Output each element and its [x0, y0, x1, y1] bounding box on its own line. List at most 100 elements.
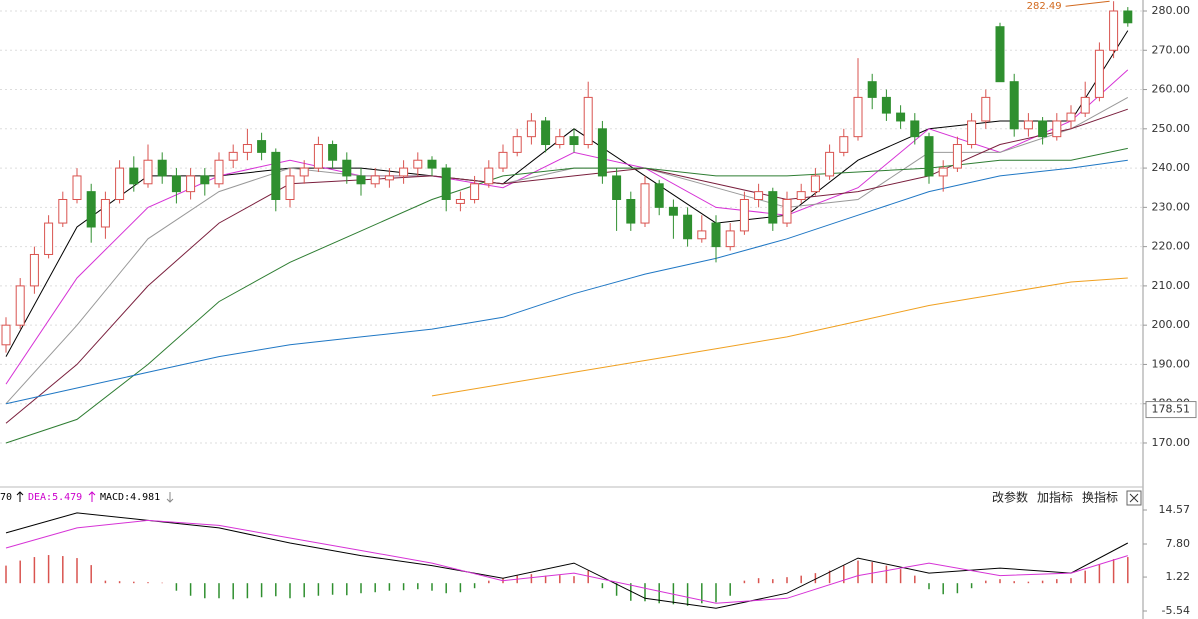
candle-body	[881, 96, 891, 114]
y-tick-label: 280.00	[1152, 4, 1191, 17]
y-tick-label: 210.00	[1152, 279, 1191, 292]
candle-body	[668, 206, 678, 216]
y-tick-label: 14.57	[1159, 503, 1191, 516]
y-tick-label: 170.00	[1152, 436, 1191, 449]
candle-body	[200, 175, 210, 185]
candle-body	[1009, 81, 1019, 130]
indicator-line	[5, 159, 1128, 405]
candle-body	[1109, 10, 1119, 51]
indicator-line	[5, 69, 1129, 385]
candle-body	[938, 167, 948, 177]
candle-body	[825, 151, 835, 177]
candle-body	[739, 198, 749, 232]
candle-body	[100, 198, 110, 228]
toolbar-button[interactable]: 加指标	[1037, 490, 1073, 505]
candle-body	[228, 151, 238, 161]
candle-body	[910, 120, 920, 138]
toolbar-button[interactable]: 换指标	[1082, 490, 1118, 505]
candle-body	[526, 120, 536, 138]
candle-body	[555, 136, 565, 146]
candle-body	[86, 191, 96, 228]
indicator-label: MACD:4.981	[100, 492, 160, 503]
trend-arrow	[166, 492, 174, 503]
candle-body	[967, 120, 977, 146]
candle-body	[157, 159, 167, 177]
toolbar-button[interactable]: 改参数	[992, 490, 1028, 505]
candle-body	[1080, 96, 1090, 114]
indicator-line	[5, 30, 1129, 357]
crosshair-price: 178.51	[1152, 403, 1191, 416]
candle-body	[470, 183, 480, 200]
y-tick-label: 190.00	[1152, 357, 1191, 370]
candle-body	[1023, 120, 1033, 130]
candle-body	[541, 120, 551, 146]
candle-body	[1052, 120, 1062, 138]
candle-body	[242, 144, 252, 153]
indicator-line	[5, 96, 1129, 405]
crosshair-box	[1145, 401, 1197, 419]
candle-body	[654, 183, 664, 208]
candle-body	[1123, 10, 1133, 24]
candle-body	[186, 175, 196, 193]
y-tick-label: 7.80	[1166, 537, 1191, 550]
candle-body	[441, 167, 451, 200]
candle-body	[58, 198, 68, 224]
candle-body	[640, 183, 650, 224]
candle-body	[896, 112, 906, 122]
candle-body	[484, 167, 494, 185]
y-tick-label: 260.00	[1152, 83, 1191, 96]
candle-body	[328, 144, 338, 161]
candle-body	[853, 96, 863, 138]
candle-body	[413, 159, 423, 169]
indicator-line	[5, 147, 1128, 444]
candle-body	[711, 222, 721, 248]
candle-body	[399, 167, 409, 177]
candle-body	[725, 230, 735, 248]
high-arrow	[1065, 0, 1110, 7]
candle-body	[697, 230, 707, 240]
candle-body	[171, 175, 181, 193]
y-tick-label: -5.54	[1162, 604, 1190, 617]
candle-body	[370, 175, 380, 185]
trend-arrow	[16, 491, 24, 502]
candle-body	[214, 159, 224, 185]
candle-body	[1038, 120, 1048, 138]
candle-body	[72, 175, 82, 200]
candle-body	[924, 136, 934, 177]
candle-body	[796, 191, 806, 200]
candle-body	[1094, 49, 1104, 98]
candle-body	[15, 285, 25, 326]
candle-body	[285, 175, 295, 200]
indicator-label: DEA:5.479	[28, 492, 82, 503]
candle-body	[569, 136, 579, 146]
trend-arrow	[88, 491, 96, 502]
indicator-line	[5, 519, 1128, 604]
candle-body	[597, 128, 607, 177]
indicator-label: 70	[0, 492, 12, 503]
candle-body	[995, 26, 1005, 83]
candle-body	[313, 144, 323, 169]
candle-body	[626, 198, 636, 224]
candle-body	[612, 175, 622, 200]
candle-body	[143, 159, 153, 185]
y-tick-label: 240.00	[1152, 161, 1191, 174]
y-tick-label: 250.00	[1152, 122, 1191, 135]
y-tick-label: 200.00	[1152, 318, 1191, 331]
candle-body	[952, 144, 962, 169]
candle-body	[299, 167, 309, 177]
indicator-line	[431, 277, 1128, 397]
y-tick-label: 1.22	[1166, 570, 1191, 583]
indicator-line	[5, 512, 1129, 609]
candle-body	[583, 96, 593, 146]
candle-body	[115, 167, 125, 200]
candle-body	[129, 167, 139, 185]
candle-body	[342, 159, 352, 177]
candle-body	[1, 324, 11, 346]
candle-body	[810, 175, 820, 193]
y-tick-label: 230.00	[1152, 200, 1191, 213]
candle-body	[782, 198, 792, 224]
candle-body	[29, 253, 39, 287]
candle-body	[44, 222, 54, 255]
